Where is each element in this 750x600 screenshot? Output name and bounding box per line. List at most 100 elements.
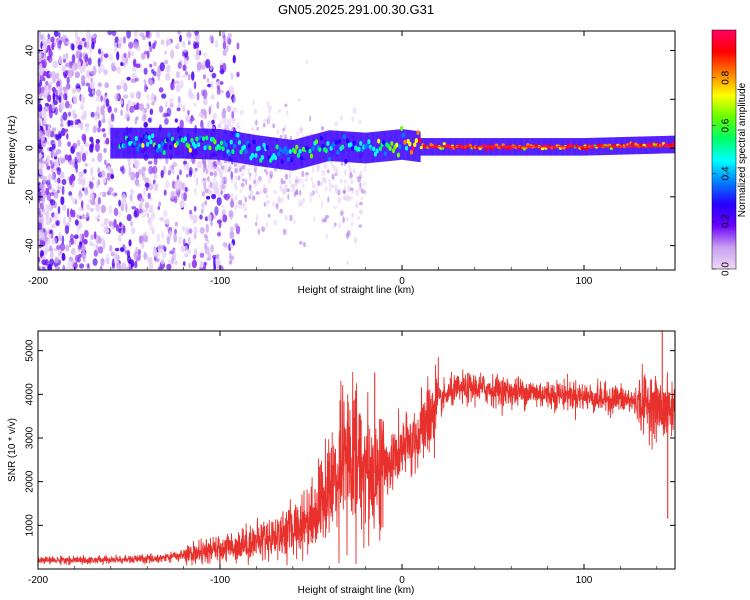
spectrogram-noise-speckle: [38, 111, 42, 118]
spectrogram-noise-speckle: [111, 258, 115, 268]
spectrogram-noise-speckle: [57, 185, 61, 190]
spectrogram-noise-speckle: [84, 54, 89, 63]
spectrogram-noise-speckle: [204, 242, 208, 250]
spectrogram-noise-speckle: [146, 254, 149, 262]
spectrogram-ridge-blob: [293, 149, 297, 154]
spectrogram-ridge-band: [280, 138, 282, 170]
spectrogram-noise-speckle: [309, 115, 312, 122]
spectrogram-noise-speckle: [97, 152, 103, 163]
spectrogram-noise-speckle: [118, 235, 122, 242]
spectrogram-noise-speckle: [50, 192, 55, 196]
spectrogram-noise-speckle: [280, 177, 284, 185]
spectrogram-ridge-band: [202, 128, 204, 160]
spectrogram-noise-speckle: [41, 38, 47, 45]
spectrogram-noise-speckle: [286, 110, 289, 116]
spectrogram-noise-speckle: [193, 81, 197, 90]
spectrogram-ridge-band: [239, 132, 241, 164]
colorbar-frame: [711, 29, 737, 270]
spectrogram-ridge-band: [167, 127, 169, 159]
spectrogram-ridge-blob: [137, 143, 142, 148]
spectrogram-noise-speckle: [205, 223, 209, 234]
spectrogram-noise-speckle: [211, 182, 216, 191]
spectrogram-noise-speckle: [188, 166, 193, 176]
spectrogram-noise-speckle: [231, 110, 235, 120]
spectrogram-noise-speckle: [83, 238, 88, 245]
spectrogram-ridge-band: [270, 137, 273, 168]
spectrogram-noise-speckle: [234, 175, 238, 181]
spectrogram-noise-speckle: [204, 188, 209, 194]
spectrogram-noise-speckle: [94, 142, 100, 153]
spectrogram-noise-speckle: [139, 197, 145, 203]
spectrogram-noise-speckle: [68, 191, 73, 196]
spectrogram-noise-speckle: [207, 169, 212, 173]
spectrogram-noise-speckle: [51, 143, 56, 150]
spectrogram-ridge-band: [422, 138, 424, 156]
spectrogram-ridge-blob: [311, 146, 315, 151]
spectrogram-ridge-band: [156, 127, 158, 159]
spectrogram-noise-speckle: [160, 39, 165, 46]
spectrogram-ridge-band: [204, 128, 206, 160]
spectrogram-noise-speckle: [241, 171, 245, 177]
spectrogram-noise-speckle: [141, 166, 147, 172]
spectrogram-noise-speckle: [311, 166, 315, 173]
spectrogram-noise-speckle: [95, 202, 100, 213]
spectrogram-noise-speckle: [351, 212, 355, 218]
spectrogram-noise-speckle: [256, 179, 260, 185]
spectrogram-noise-speckle: [359, 201, 363, 206]
spectrogram-frame: [37, 30, 676, 271]
spectrogram-ridge-blob: [147, 135, 151, 140]
spectrogram-noise-speckle: [230, 197, 234, 205]
spectrogram-noise-speckle: [71, 88, 77, 94]
spectrogram-noise-speckle: [216, 101, 220, 110]
spectrogram-ridge-blob: [232, 143, 237, 149]
spectrogram-noise-speckle: [268, 109, 271, 114]
spectrogram-noise-speckle: [183, 191, 187, 202]
spectrogram-noise-speckle: [65, 244, 70, 252]
spectrogram-ridge-blob: [319, 135, 323, 141]
spectrogram-ridge-band: [123, 127, 125, 159]
spectrogram-noise-speckle: [267, 200, 270, 204]
spectrogram-noise-speckle: [359, 170, 363, 178]
spectrogram-noise-speckle: [85, 126, 90, 133]
spectrogram-noise-speckle: [61, 66, 66, 73]
spectrogram-ridge-blob: [290, 157, 294, 163]
spectrogram-ridge-band: [263, 136, 265, 167]
spectrogram-noise-speckle: [128, 239, 132, 247]
spectrogram-ridge-band: [402, 129, 405, 160]
spectrogram-noise-speckle: [99, 265, 103, 270]
spectrogram-ridge-blob: [188, 147, 192, 153]
spectrogram-noise-speckle: [45, 80, 49, 86]
spectrogram-noise-speckle: [122, 36, 127, 44]
spectrogram-noise-speckle: [126, 266, 130, 270]
spectrogram-ridge-band: [229, 130, 231, 162]
spectrogram-noise-speckle: [328, 179, 331, 183]
spectrogram-x-ticks: -200 -100 0 100: [28, 31, 658, 287]
spectrogram-noise-speckle: [95, 215, 100, 220]
spectrogram-y-tick-label: -40: [25, 238, 36, 253]
spectrogram-noise-speckle: [62, 86, 67, 91]
spectrogram-noise-speckle: [218, 169, 222, 176]
spectrogram-ridge-band: [248, 133, 251, 165]
spectrogram-noise-speckle: [227, 33, 233, 38]
spectrogram-noise-speckle: [130, 171, 136, 181]
spectrogram-noise-speckle: [212, 167, 216, 172]
spectrogram-noise-speckle: [193, 169, 196, 179]
spectrogram-noise-speckle: [108, 105, 112, 113]
spectrogram-noise-speckle: [81, 133, 87, 142]
spectrogram-noise-speckle: [230, 192, 234, 198]
spectrogram-noise-speckle: [284, 134, 287, 140]
spectrogram-noise-speckle: [263, 202, 266, 207]
spectrogram-noise-speckle: [90, 166, 94, 177]
spectrogram-ridge-band: [246, 133, 249, 165]
spectrogram-noise-speckle: [64, 100, 70, 109]
spectrogram-noise-speckle: [103, 229, 110, 233]
spectrogram-noise-speckle: [253, 176, 257, 180]
spectrogram-noise-speckle: [70, 248, 76, 256]
spectrogram-noise-speckle: [74, 31, 78, 39]
spectrogram-ridge-band: [238, 132, 240, 163]
spectrogram-noise-speckle: [349, 187, 354, 192]
spectrogram-ridge-blob: [239, 149, 243, 155]
spectrogram-noise-speckle: [282, 127, 285, 132]
spectrogram-noise-speckle: [87, 57, 92, 66]
spectrogram-noise-speckle: [239, 167, 242, 173]
